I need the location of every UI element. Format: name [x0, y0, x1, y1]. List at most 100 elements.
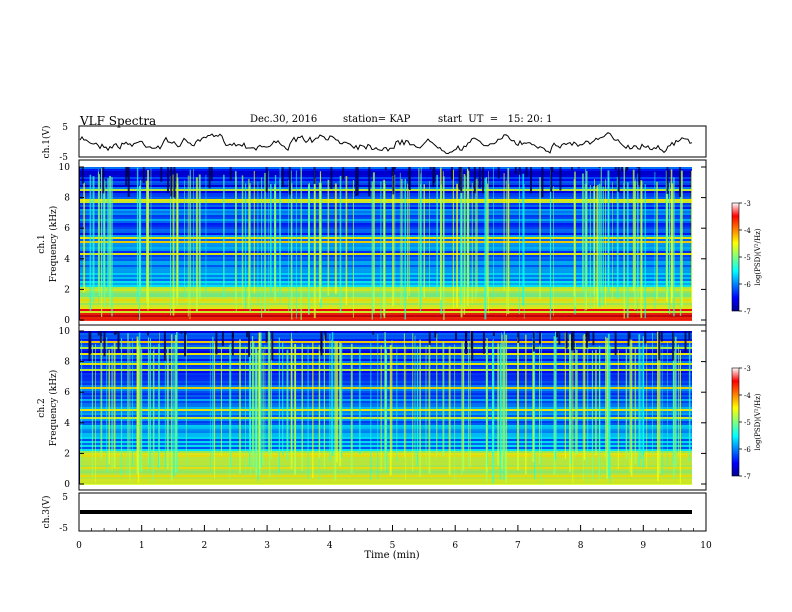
- sferic-line: [429, 181, 430, 294]
- sferic-line: [319, 171, 322, 299]
- sferic-line: [268, 170, 270, 314]
- sferic-line: [607, 333, 610, 477]
- sferic-line: [113, 342, 116, 469]
- sferic-line: [377, 334, 379, 479]
- sferic-line: [462, 345, 464, 461]
- spectrum-band: [80, 245, 692, 247]
- sferic-line: [626, 182, 629, 318]
- sferic-line: [205, 174, 207, 294]
- sferic-line: [564, 332, 566, 460]
- spectrum-band: [80, 293, 692, 295]
- sferic-line: [607, 170, 610, 293]
- low-power-column: [170, 167, 173, 197]
- sferic-line: [471, 182, 473, 304]
- low-power-column: [539, 331, 541, 344]
- sferic-line: [501, 334, 503, 469]
- sferic-line: [384, 332, 386, 461]
- low-power-column: [215, 331, 218, 355]
- sferic-line: [140, 349, 143, 473]
- sferic-line: [605, 336, 607, 458]
- low-power-column: [372, 331, 375, 335]
- spectrum-band: [80, 189, 692, 191]
- low-power-column: [586, 331, 588, 348]
- sferic-line: [575, 343, 576, 458]
- spectrum-band: [80, 259, 692, 261]
- low-power-column: [628, 331, 631, 340]
- ch3-ylabel: ch.3(V): [41, 496, 52, 529]
- low-power-column: [458, 167, 461, 190]
- sferic-line: [339, 342, 342, 467]
- sferic-line: [405, 345, 407, 481]
- sferic-line: [442, 171, 444, 291]
- colorbar-tick-label: -7: [744, 308, 751, 316]
- low-power-column: [163, 331, 166, 361]
- low-power-column: [103, 331, 106, 357]
- spectrum-band: [80, 191, 692, 193]
- sferic-line: [585, 171, 588, 291]
- sferic-line: [241, 175, 244, 305]
- sferic-line: [91, 344, 93, 479]
- low-power-column: [408, 167, 411, 190]
- spectrum-band: [80, 199, 692, 201]
- spectrum-band: [80, 273, 692, 275]
- sferic-line: [258, 332, 261, 469]
- sferic-line: [184, 180, 185, 298]
- spectrum-band: [80, 223, 692, 225]
- sferic-line: [425, 345, 427, 466]
- low-power-column: [672, 331, 675, 361]
- sferic-line: [423, 184, 425, 298]
- sferic-line: [92, 176, 95, 303]
- sferic-line: [617, 349, 619, 470]
- sferic-line: [212, 336, 214, 459]
- low-power-column: [147, 331, 149, 336]
- spectrum-band: [80, 243, 692, 245]
- low-power-column: [248, 331, 251, 357]
- low-power-column: [125, 167, 128, 186]
- sferic-line: [575, 349, 578, 455]
- sferic-line: [476, 178, 478, 293]
- sferic-line: [220, 348, 222, 456]
- sferic-line: [345, 176, 348, 306]
- spec1-ylabel-channel: ch.1: [37, 234, 47, 253]
- sferic-line: [493, 167, 494, 300]
- low-power-column: [142, 167, 145, 183]
- spectrum-band: [80, 175, 692, 177]
- sferic-line: [517, 337, 519, 471]
- sferic-line: [396, 346, 398, 462]
- sferic-line: [270, 338, 272, 459]
- sferic-line: [176, 183, 178, 299]
- low-power-column: [660, 331, 663, 342]
- sferic-line: [492, 349, 495, 484]
- low-power-column: [638, 167, 641, 185]
- xtick-label: 7: [515, 541, 521, 551]
- low-power-column: [117, 331, 120, 351]
- sferic-line: [534, 331, 536, 480]
- spectrum-band: [80, 339, 692, 341]
- low-power-column: [89, 331, 92, 355]
- low-power-column: [221, 331, 224, 347]
- spectrum-band: [80, 197, 692, 199]
- sferic-line: [327, 179, 330, 296]
- sferic-line: [412, 333, 414, 472]
- spec2-ylabel: Frequency (kHz): [48, 370, 59, 447]
- spectrum-band: [80, 315, 692, 317]
- spectrum-band: [80, 221, 692, 223]
- low-power-column: [473, 167, 476, 194]
- low-power-column: [99, 331, 102, 343]
- sferic-line: [98, 174, 100, 296]
- spectrum-band: [80, 271, 692, 273]
- sferic-line: [443, 176, 445, 320]
- sferic-line: [323, 335, 325, 470]
- low-power-column: [406, 331, 409, 332]
- spectrum-band: [80, 261, 692, 263]
- xtick-label: 10: [700, 541, 712, 551]
- sferic-line: [318, 182, 321, 303]
- colorbar-tick-label: -3: [744, 200, 751, 208]
- low-power-column: [465, 331, 468, 355]
- spectrum-band: [80, 253, 692, 255]
- spectrum-band: [80, 335, 692, 337]
- colorbar-ch1-scale: [731, 202, 740, 312]
- panel-ch2-spec-frame: [78, 324, 707, 491]
- sferic-line: [245, 183, 247, 309]
- sferic-line: [391, 340, 393, 460]
